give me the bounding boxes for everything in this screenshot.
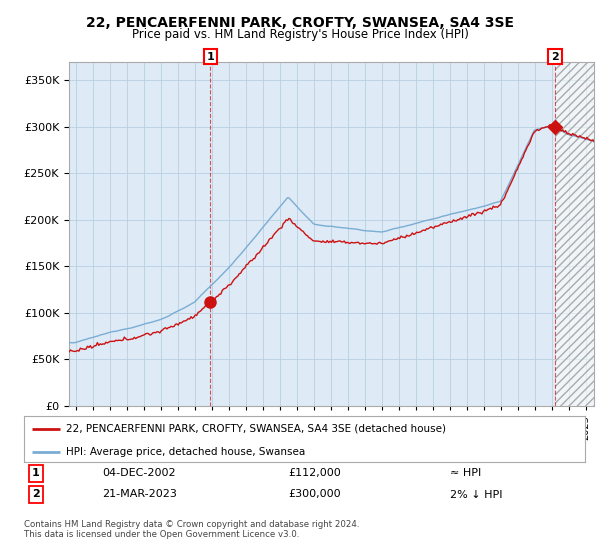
Text: Contains HM Land Registry data © Crown copyright and database right 2024.
This d: Contains HM Land Registry data © Crown c… bbox=[24, 520, 359, 539]
Text: 1: 1 bbox=[32, 468, 40, 478]
Text: 2: 2 bbox=[32, 489, 40, 500]
Text: 21-MAR-2023: 21-MAR-2023 bbox=[102, 489, 177, 500]
Text: 1: 1 bbox=[206, 52, 214, 62]
Text: 22, PENCAERFENNI PARK, CROFTY, SWANSEA, SA4 3SE (detached house): 22, PENCAERFENNI PARK, CROFTY, SWANSEA, … bbox=[66, 424, 446, 434]
Text: 04-DEC-2002: 04-DEC-2002 bbox=[102, 468, 176, 478]
Bar bbox=[555, 62, 594, 406]
Text: 2% ↓ HPI: 2% ↓ HPI bbox=[450, 489, 503, 500]
Text: ≈ HPI: ≈ HPI bbox=[450, 468, 481, 478]
Text: 2: 2 bbox=[551, 52, 559, 62]
Text: £112,000: £112,000 bbox=[288, 468, 341, 478]
Bar bbox=[555, 62, 594, 406]
Text: HPI: Average price, detached house, Swansea: HPI: Average price, detached house, Swan… bbox=[66, 447, 305, 457]
Text: £300,000: £300,000 bbox=[288, 489, 341, 500]
Text: 22, PENCAERFENNI PARK, CROFTY, SWANSEA, SA4 3SE: 22, PENCAERFENNI PARK, CROFTY, SWANSEA, … bbox=[86, 16, 514, 30]
Text: Price paid vs. HM Land Registry's House Price Index (HPI): Price paid vs. HM Land Registry's House … bbox=[131, 28, 469, 41]
